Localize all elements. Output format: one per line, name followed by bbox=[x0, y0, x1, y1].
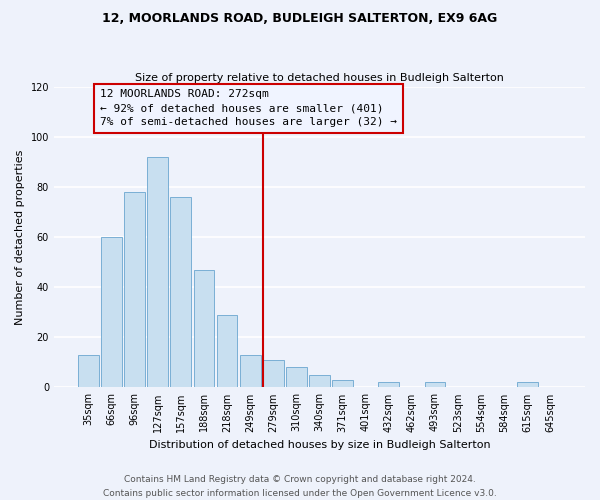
Bar bbox=[517, 382, 538, 388]
Bar bbox=[425, 382, 445, 388]
Bar bbox=[379, 382, 399, 388]
Bar bbox=[78, 355, 99, 388]
Bar bbox=[170, 197, 191, 388]
Text: 12 MOORLANDS ROAD: 272sqm
← 92% of detached houses are smaller (401)
7% of semi-: 12 MOORLANDS ROAD: 272sqm ← 92% of detac… bbox=[100, 89, 397, 127]
Bar bbox=[309, 375, 330, 388]
Bar bbox=[217, 314, 238, 388]
Y-axis label: Number of detached properties: Number of detached properties bbox=[15, 150, 25, 324]
Bar bbox=[286, 368, 307, 388]
Bar bbox=[240, 355, 260, 388]
X-axis label: Distribution of detached houses by size in Budleigh Salterton: Distribution of detached houses by size … bbox=[149, 440, 490, 450]
Text: Contains HM Land Registry data © Crown copyright and database right 2024.
Contai: Contains HM Land Registry data © Crown c… bbox=[103, 476, 497, 498]
Bar bbox=[148, 157, 168, 388]
Bar bbox=[101, 237, 122, 388]
Bar bbox=[332, 380, 353, 388]
Bar bbox=[194, 270, 214, 388]
Text: 12, MOORLANDS ROAD, BUDLEIGH SALTERTON, EX9 6AG: 12, MOORLANDS ROAD, BUDLEIGH SALTERTON, … bbox=[103, 12, 497, 26]
Bar bbox=[263, 360, 284, 388]
Title: Size of property relative to detached houses in Budleigh Salterton: Size of property relative to detached ho… bbox=[135, 73, 504, 83]
Bar bbox=[124, 192, 145, 388]
